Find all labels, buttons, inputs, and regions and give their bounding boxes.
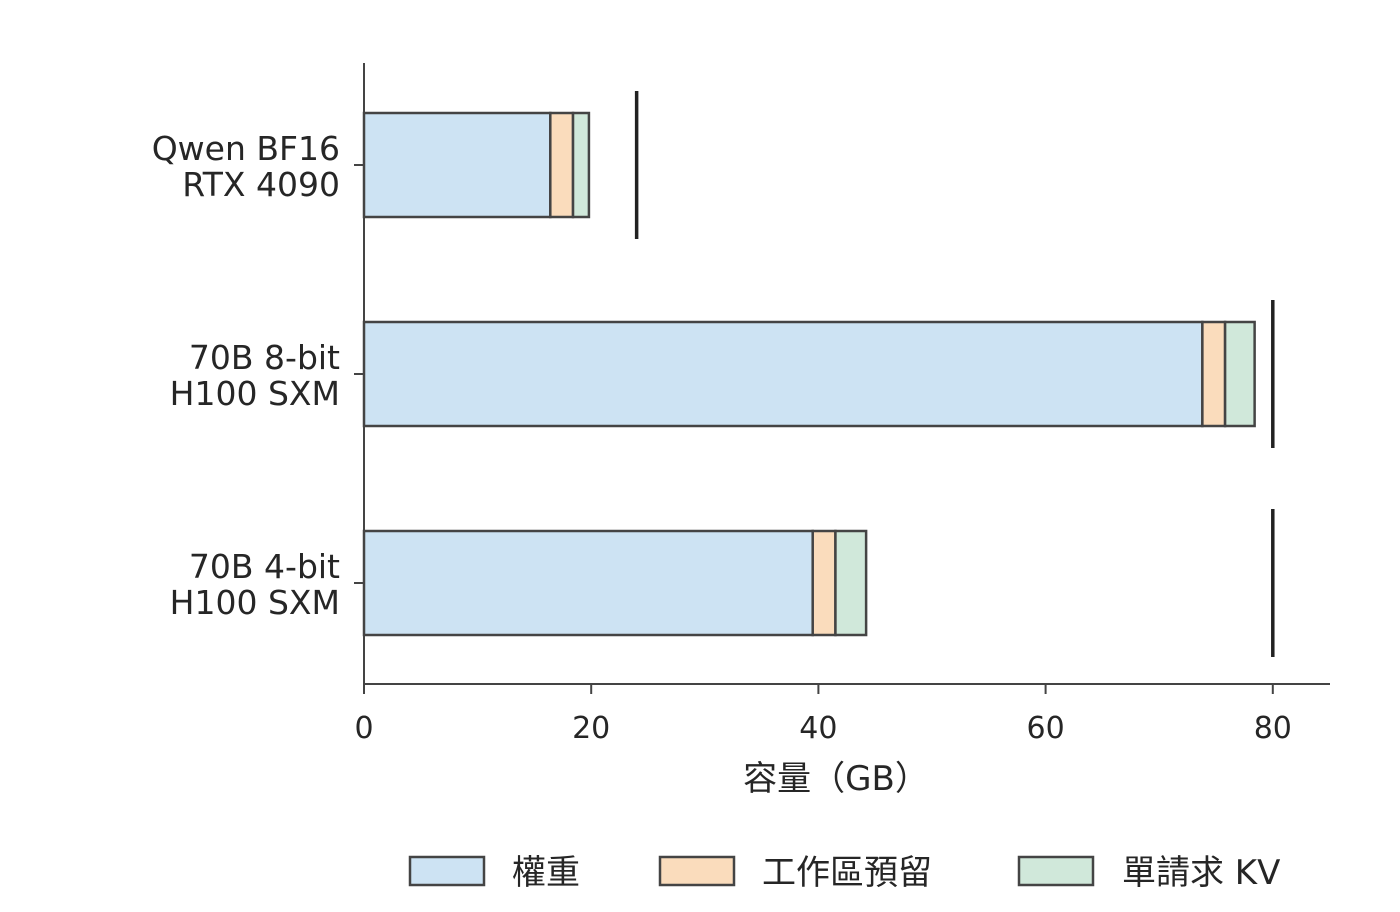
y-category-label-1: 70B 8-bit H100 SXM	[170, 338, 340, 413]
x-tick-label-3: 60	[1027, 711, 1065, 746]
bars-layer	[362, 111, 1256, 637]
legend: 權重 工作區預留 單請求 KV	[408, 853, 1280, 893]
x-tick-label-2: 40	[799, 711, 837, 746]
bar-segment-1-0	[362, 320, 1204, 428]
y-categories-layer: Qwen BF16 RTX 4090 70B 8-bit H100 SXM 70B 4-…	[152, 129, 364, 622]
bar-segment-2-0	[362, 529, 814, 637]
bar-segment-2-1	[811, 529, 837, 637]
x-axis-title: 容量（GB）	[743, 759, 929, 799]
bar-segment-0-1	[549, 111, 575, 219]
x-tick-label-0: 0	[354, 711, 373, 746]
x-tick-label-4: 80	[1254, 711, 1292, 746]
legend-swatch-1	[658, 855, 736, 887]
bar-segment-0-2	[571, 111, 591, 219]
y-category-label-2: 70B 4-bit H100 SXM	[170, 547, 340, 622]
bar-segment-1-1	[1201, 320, 1227, 428]
legend-swatch-2	[1017, 855, 1095, 887]
y-category-label-0: Qwen BF16 RTX 4090	[152, 129, 340, 204]
x-tick-label-1: 20	[572, 711, 610, 746]
legend-label-1: 工作區預留	[762, 853, 932, 893]
x-ticks-layer: 0 20 40 60 80	[354, 684, 1292, 746]
capacity-lines-layer	[634, 91, 1275, 657]
legend-swatch-0	[408, 855, 486, 887]
legend-label-0: 權重	[512, 853, 580, 893]
bar-segment-2-2	[834, 529, 868, 637]
bar-segment-1-2	[1223, 320, 1256, 428]
legend-label-2: 單請求 KV	[1122, 853, 1280, 893]
bar-segment-0-0	[362, 111, 552, 219]
